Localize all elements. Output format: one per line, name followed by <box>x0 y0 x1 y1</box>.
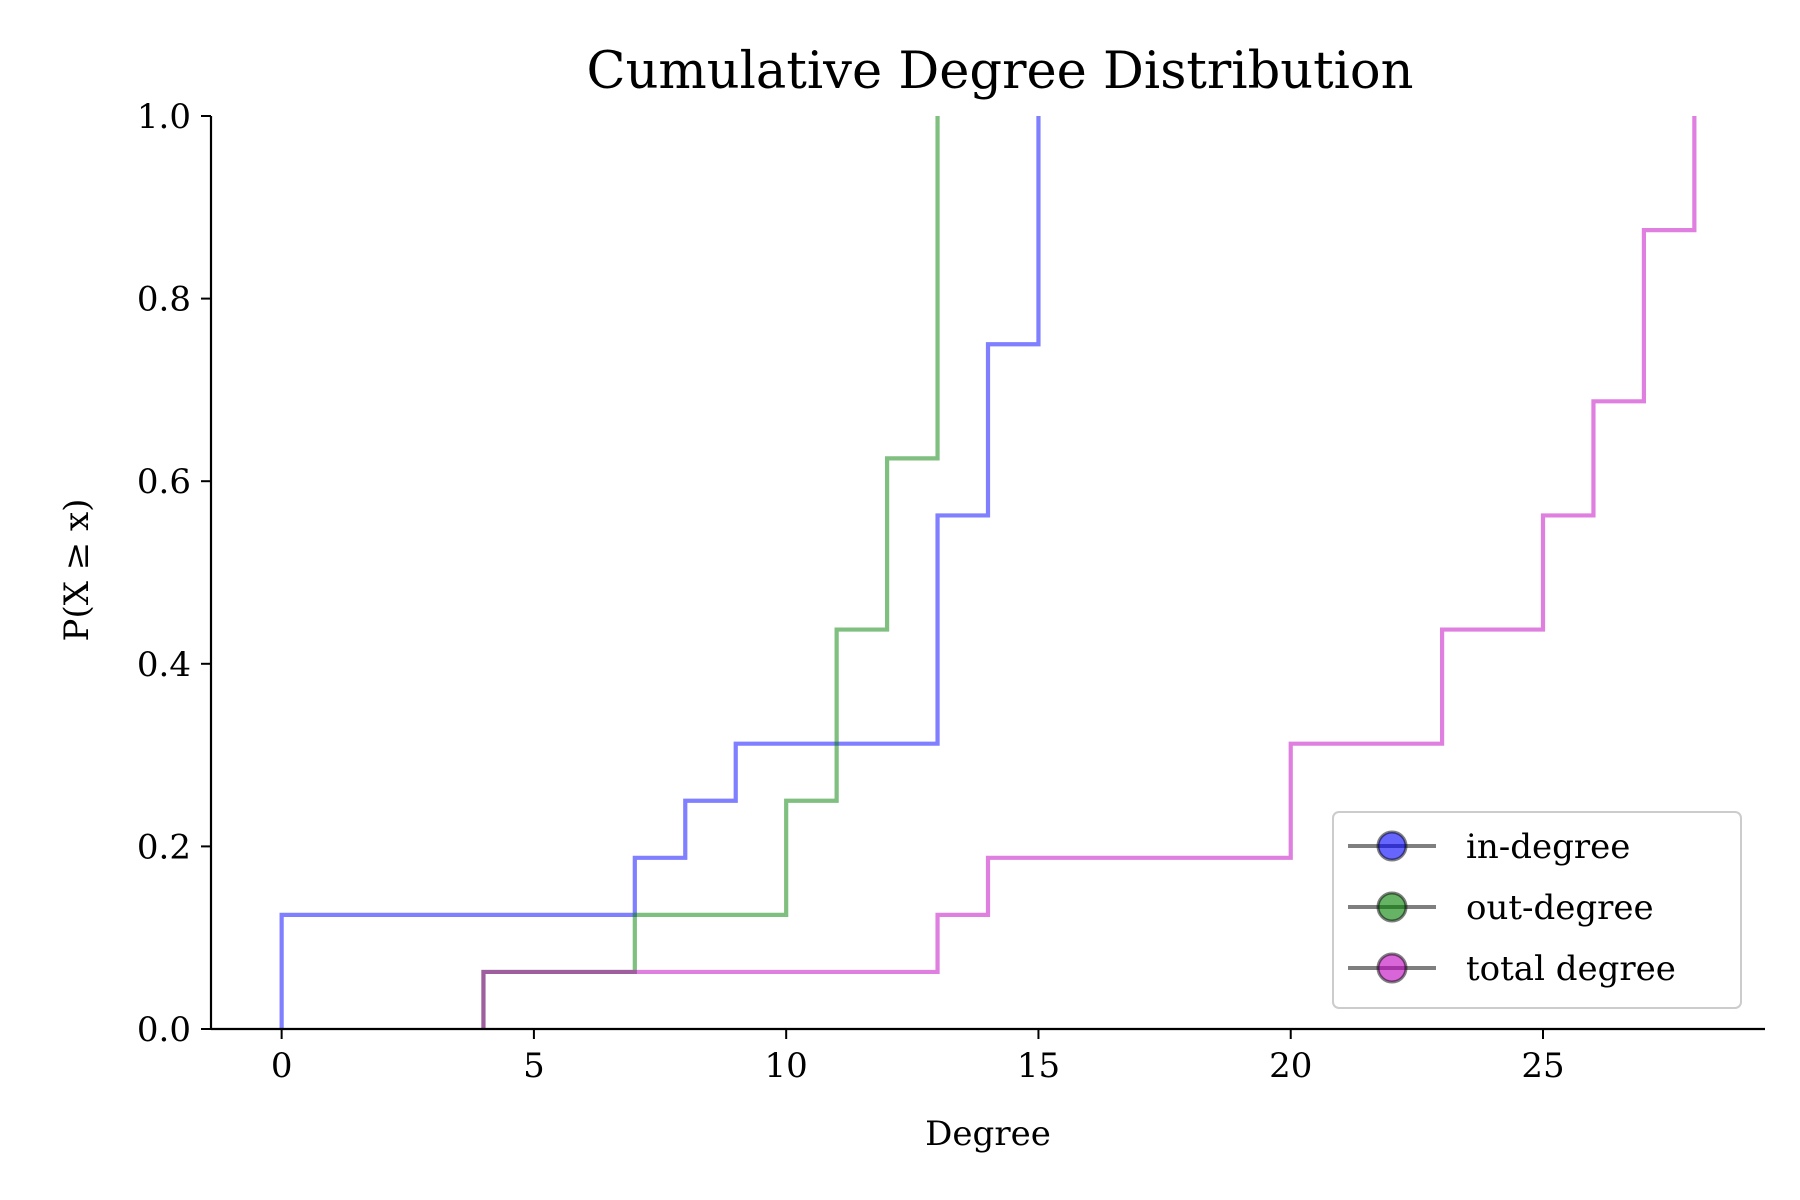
x-tick-label-0: 0 <box>271 1046 293 1086</box>
y-tick-label-1: 0.2 <box>137 827 191 867</box>
legend-marker-0 <box>1376 830 1408 862</box>
x-tick-label-2: 10 <box>765 1046 808 1086</box>
series-line-0 <box>279 116 1041 1029</box>
series-layer <box>279 116 1697 1029</box>
legend-label-0: in-degree <box>1466 827 1630 867</box>
x-tick-label-3: 15 <box>1017 1046 1060 1086</box>
series-line-2 <box>481 116 1697 1029</box>
x-tick-label-1: 5 <box>523 1046 545 1086</box>
y-tick-label-4: 0.8 <box>137 280 191 320</box>
y-tick-label-3: 0.6 <box>137 462 191 502</box>
y-tick-label-2: 0.4 <box>137 645 191 685</box>
y-tick-label-5: 1.0 <box>137 97 191 137</box>
legend-marker-2 <box>1376 952 1408 984</box>
ticks-layer: 0 5 10 15 20 25 0.0 0.2 0.4 0.6 0.8 1.0 <box>137 97 1565 1086</box>
legend-label-2: total degree <box>1466 949 1676 989</box>
x-tick-label-4: 20 <box>1269 1046 1312 1086</box>
y-tick-label-0: 0.0 <box>137 1010 191 1050</box>
legend-box <box>1332 811 1742 1009</box>
x-tick-label-5: 25 <box>1521 1046 1564 1086</box>
legend-marker-1 <box>1376 891 1408 923</box>
chart-title: Cumulative Degree Distribution <box>587 42 1414 101</box>
x-axis-label: Degree <box>925 1114 1051 1154</box>
legend-label-1: out-degree <box>1466 888 1654 928</box>
series-line-1 <box>481 116 940 1029</box>
legend: in-degree out-degree total degree <box>1332 811 1742 1009</box>
axes-layer <box>209 116 1765 1031</box>
y-axis-label: P(X ≥ x) <box>57 499 97 642</box>
